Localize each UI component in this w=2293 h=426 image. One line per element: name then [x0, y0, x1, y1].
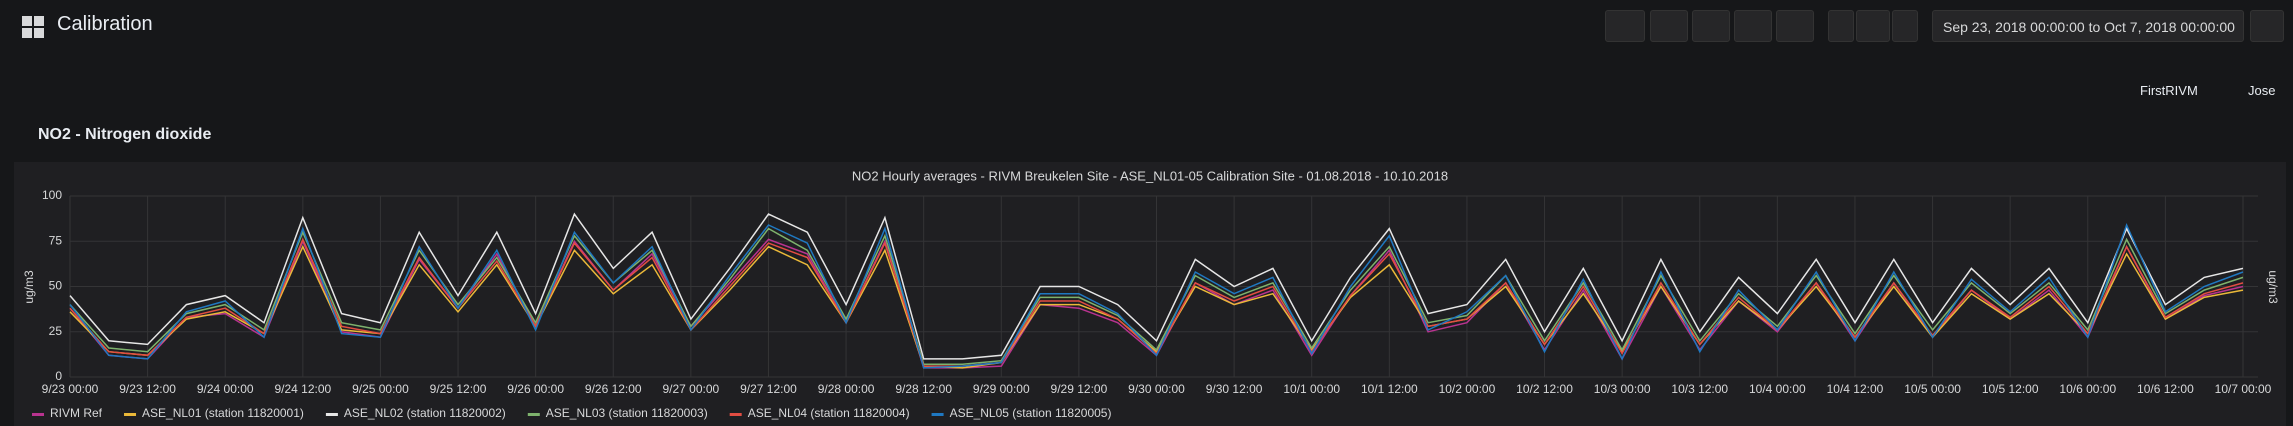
y-tick-label: 75: [49, 233, 63, 247]
x-tick-label: 10/6 12:00: [2137, 382, 2194, 396]
legend-label[interactable]: ASE_NL03 (station 11820003): [546, 406, 708, 420]
legend-label[interactable]: ASE_NL01 (station 11820001): [142, 406, 304, 420]
dash-link[interactable]: FirstRIVM: [2140, 83, 2198, 98]
save[interactable]: [1734, 10, 1772, 42]
y-tick-label: 50: [49, 279, 63, 293]
legend-label[interactable]: RIVM Ref: [50, 406, 103, 420]
legend-swatch: [729, 413, 742, 416]
y-tick-label: 100: [42, 188, 62, 202]
x-tick-label: 10/4 12:00: [1827, 382, 1884, 396]
y-axis-label: ug/m3: [22, 270, 36, 304]
x-tick-label: 9/29 12:00: [1051, 382, 1108, 396]
series-line: [69, 222, 2244, 369]
x-tick-label: 9/25 00:00: [352, 382, 409, 396]
x-tick-label: 9/28 12:00: [895, 382, 952, 396]
x-tick-label: 9/24 00:00: [197, 382, 254, 396]
x-tick-label: 9/23 12:00: [119, 382, 176, 396]
x-tick-label: 9/25 12:00: [430, 382, 487, 396]
time-forward[interactable]: [1892, 10, 1918, 42]
series-line: [69, 237, 2244, 367]
series-line: [69, 244, 2244, 369]
y2-axis-label: ug/m3: [2266, 270, 2280, 304]
x-tick-label: 10/5 12:00: [1982, 382, 2039, 396]
legend-swatch: [32, 413, 44, 416]
add-panel[interactable]: [1605, 10, 1645, 42]
y-tick-label: 0: [55, 369, 62, 383]
x-tick-label: 9/27 00:00: [662, 382, 719, 396]
x-tick-label: 10/1 00:00: [1283, 382, 1340, 396]
x-tick-label: 10/1 12:00: [1361, 382, 1418, 396]
x-tick-label: 10/7 00:00: [2215, 382, 2272, 396]
settings[interactable]: [1776, 10, 1814, 42]
dash-link[interactable]: Jose: [2248, 83, 2276, 98]
series-line: [69, 212, 2244, 360]
legend-label[interactable]: ASE_NL04 (station 11820004): [748, 406, 910, 420]
legend-swatch: [527, 413, 540, 416]
x-tick-label: 9/29 00:00: [973, 382, 1030, 396]
x-tick-label: 10/5 00:00: [1904, 382, 1961, 396]
x-tick-label: 9/27 12:00: [740, 382, 797, 396]
zoom-out[interactable]: [1856, 10, 1890, 42]
row-title[interactable]: NO2 - Nitrogen dioxide: [38, 126, 212, 143]
legend-swatch: [931, 413, 944, 416]
x-tick-label: 10/2 12:00: [1516, 382, 1573, 396]
legend-label[interactable]: ASE_NL05 (station 11820005): [950, 406, 1112, 420]
x-tick-label: 9/28 00:00: [818, 382, 875, 396]
time-range: Sep 23, 2018 00:00:00 to Oct 7, 2018 00:…: [1943, 19, 2235, 35]
star[interactable]: [1650, 10, 1688, 42]
dashboard-icon[interactable]: [22, 16, 44, 38]
time-picker[interactable]: Sep 23, 2018 00:00:00 to Oct 7, 2018 00:…: [1932, 10, 2244, 42]
dashboard-title[interactable]: Calibration: [57, 13, 153, 35]
x-tick-label: 10/3 12:00: [1671, 382, 1728, 396]
share[interactable]: [1692, 10, 1730, 42]
x-tick-label: 10/3 00:00: [1594, 382, 1651, 396]
x-tick-label: 9/26 12:00: [585, 382, 642, 396]
x-tick-label: 10/2 00:00: [1439, 382, 1496, 396]
x-tick-label: 10/6 00:00: [2059, 382, 2116, 396]
x-tick-label: 9/26 00:00: [507, 382, 564, 396]
legend-label[interactable]: ASE_NL02 (station 11820002): [344, 406, 506, 420]
legend-swatch: [325, 413, 338, 416]
time-back[interactable]: [1828, 10, 1854, 42]
x-tick-label: 10/4 00:00: [1749, 382, 1806, 396]
x-tick-label: 9/23 00:00: [42, 382, 99, 396]
x-tick-label: 9/24 12:00: [274, 382, 331, 396]
x-tick-label: 9/30 12:00: [1206, 382, 1263, 396]
refresh[interactable]: [2250, 10, 2284, 42]
legend-swatch: [124, 413, 137, 416]
x-tick-label: 9/30 00:00: [1128, 382, 1185, 396]
y-tick-label: 25: [49, 324, 63, 338]
chart-title: NO2 Hourly averages - RIVM Breukelen Sit…: [852, 168, 1448, 183]
